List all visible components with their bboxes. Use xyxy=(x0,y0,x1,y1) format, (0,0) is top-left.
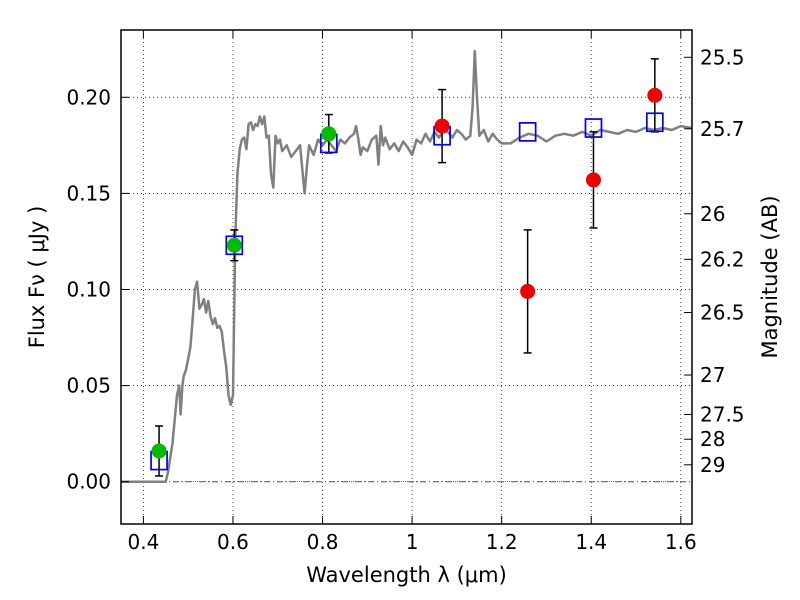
red-data-point xyxy=(647,87,663,103)
y-tick-label: 0.10 xyxy=(66,277,111,301)
spectrum-line xyxy=(121,49,693,483)
x-tick-label: 1 xyxy=(406,530,419,554)
red-data-point xyxy=(585,172,601,188)
x-axis-ticks: 0.4 0.6 0.8 1 1.2 1.4 1.6 xyxy=(127,30,697,554)
y-tick-label: 0.00 xyxy=(66,470,111,494)
right-tick-label: 27.5 xyxy=(700,402,745,426)
green-data-point xyxy=(226,237,242,253)
green-data-point xyxy=(321,126,337,142)
x-tick-label: 0.8 xyxy=(307,530,339,554)
y-axis-ticks: 0.00 0.05 0.10 0.15 0.20 xyxy=(66,85,129,494)
right-tick-label: 25.7 xyxy=(700,117,745,141)
right-tick-label: 27 xyxy=(700,363,725,387)
right-tick-label: 25.5 xyxy=(700,45,745,69)
y-tick-label: 0.15 xyxy=(66,181,111,205)
x-tick-label: 0.6 xyxy=(217,530,249,554)
y-axis-label: Flux Fν ( μJy ) xyxy=(25,206,49,349)
red-data-point xyxy=(434,118,450,134)
right-tick-label: 26 xyxy=(700,202,725,226)
model-spectrum xyxy=(121,49,693,483)
green-data-point xyxy=(151,443,167,459)
x-tick-label: 1.4 xyxy=(575,530,607,554)
y-tick-label: 0.05 xyxy=(66,374,111,398)
x-tick-label: 0.4 xyxy=(127,530,159,554)
x-tick-label: 1.6 xyxy=(665,530,697,554)
x-axis-label: Wavelength λ (μm) xyxy=(306,563,507,587)
right-tick-label: 26.2 xyxy=(700,247,745,271)
red-data-point xyxy=(520,283,536,299)
y-tick-label: 0.20 xyxy=(66,85,111,109)
right-tick-label: 28 xyxy=(700,427,725,451)
right-tick-label: 29 xyxy=(700,453,725,477)
right-tick-label: 26.5 xyxy=(700,301,745,325)
plot-frame xyxy=(120,29,693,525)
x-tick-label: 1.2 xyxy=(486,530,518,554)
model-square-marker xyxy=(645,112,664,133)
model-square-marker xyxy=(584,118,603,138)
model-square-marker xyxy=(225,235,244,256)
model-square-marker xyxy=(518,122,537,142)
right-axis-label: Magnitude (AB) xyxy=(758,195,782,358)
observed-photometry-points xyxy=(151,87,663,459)
